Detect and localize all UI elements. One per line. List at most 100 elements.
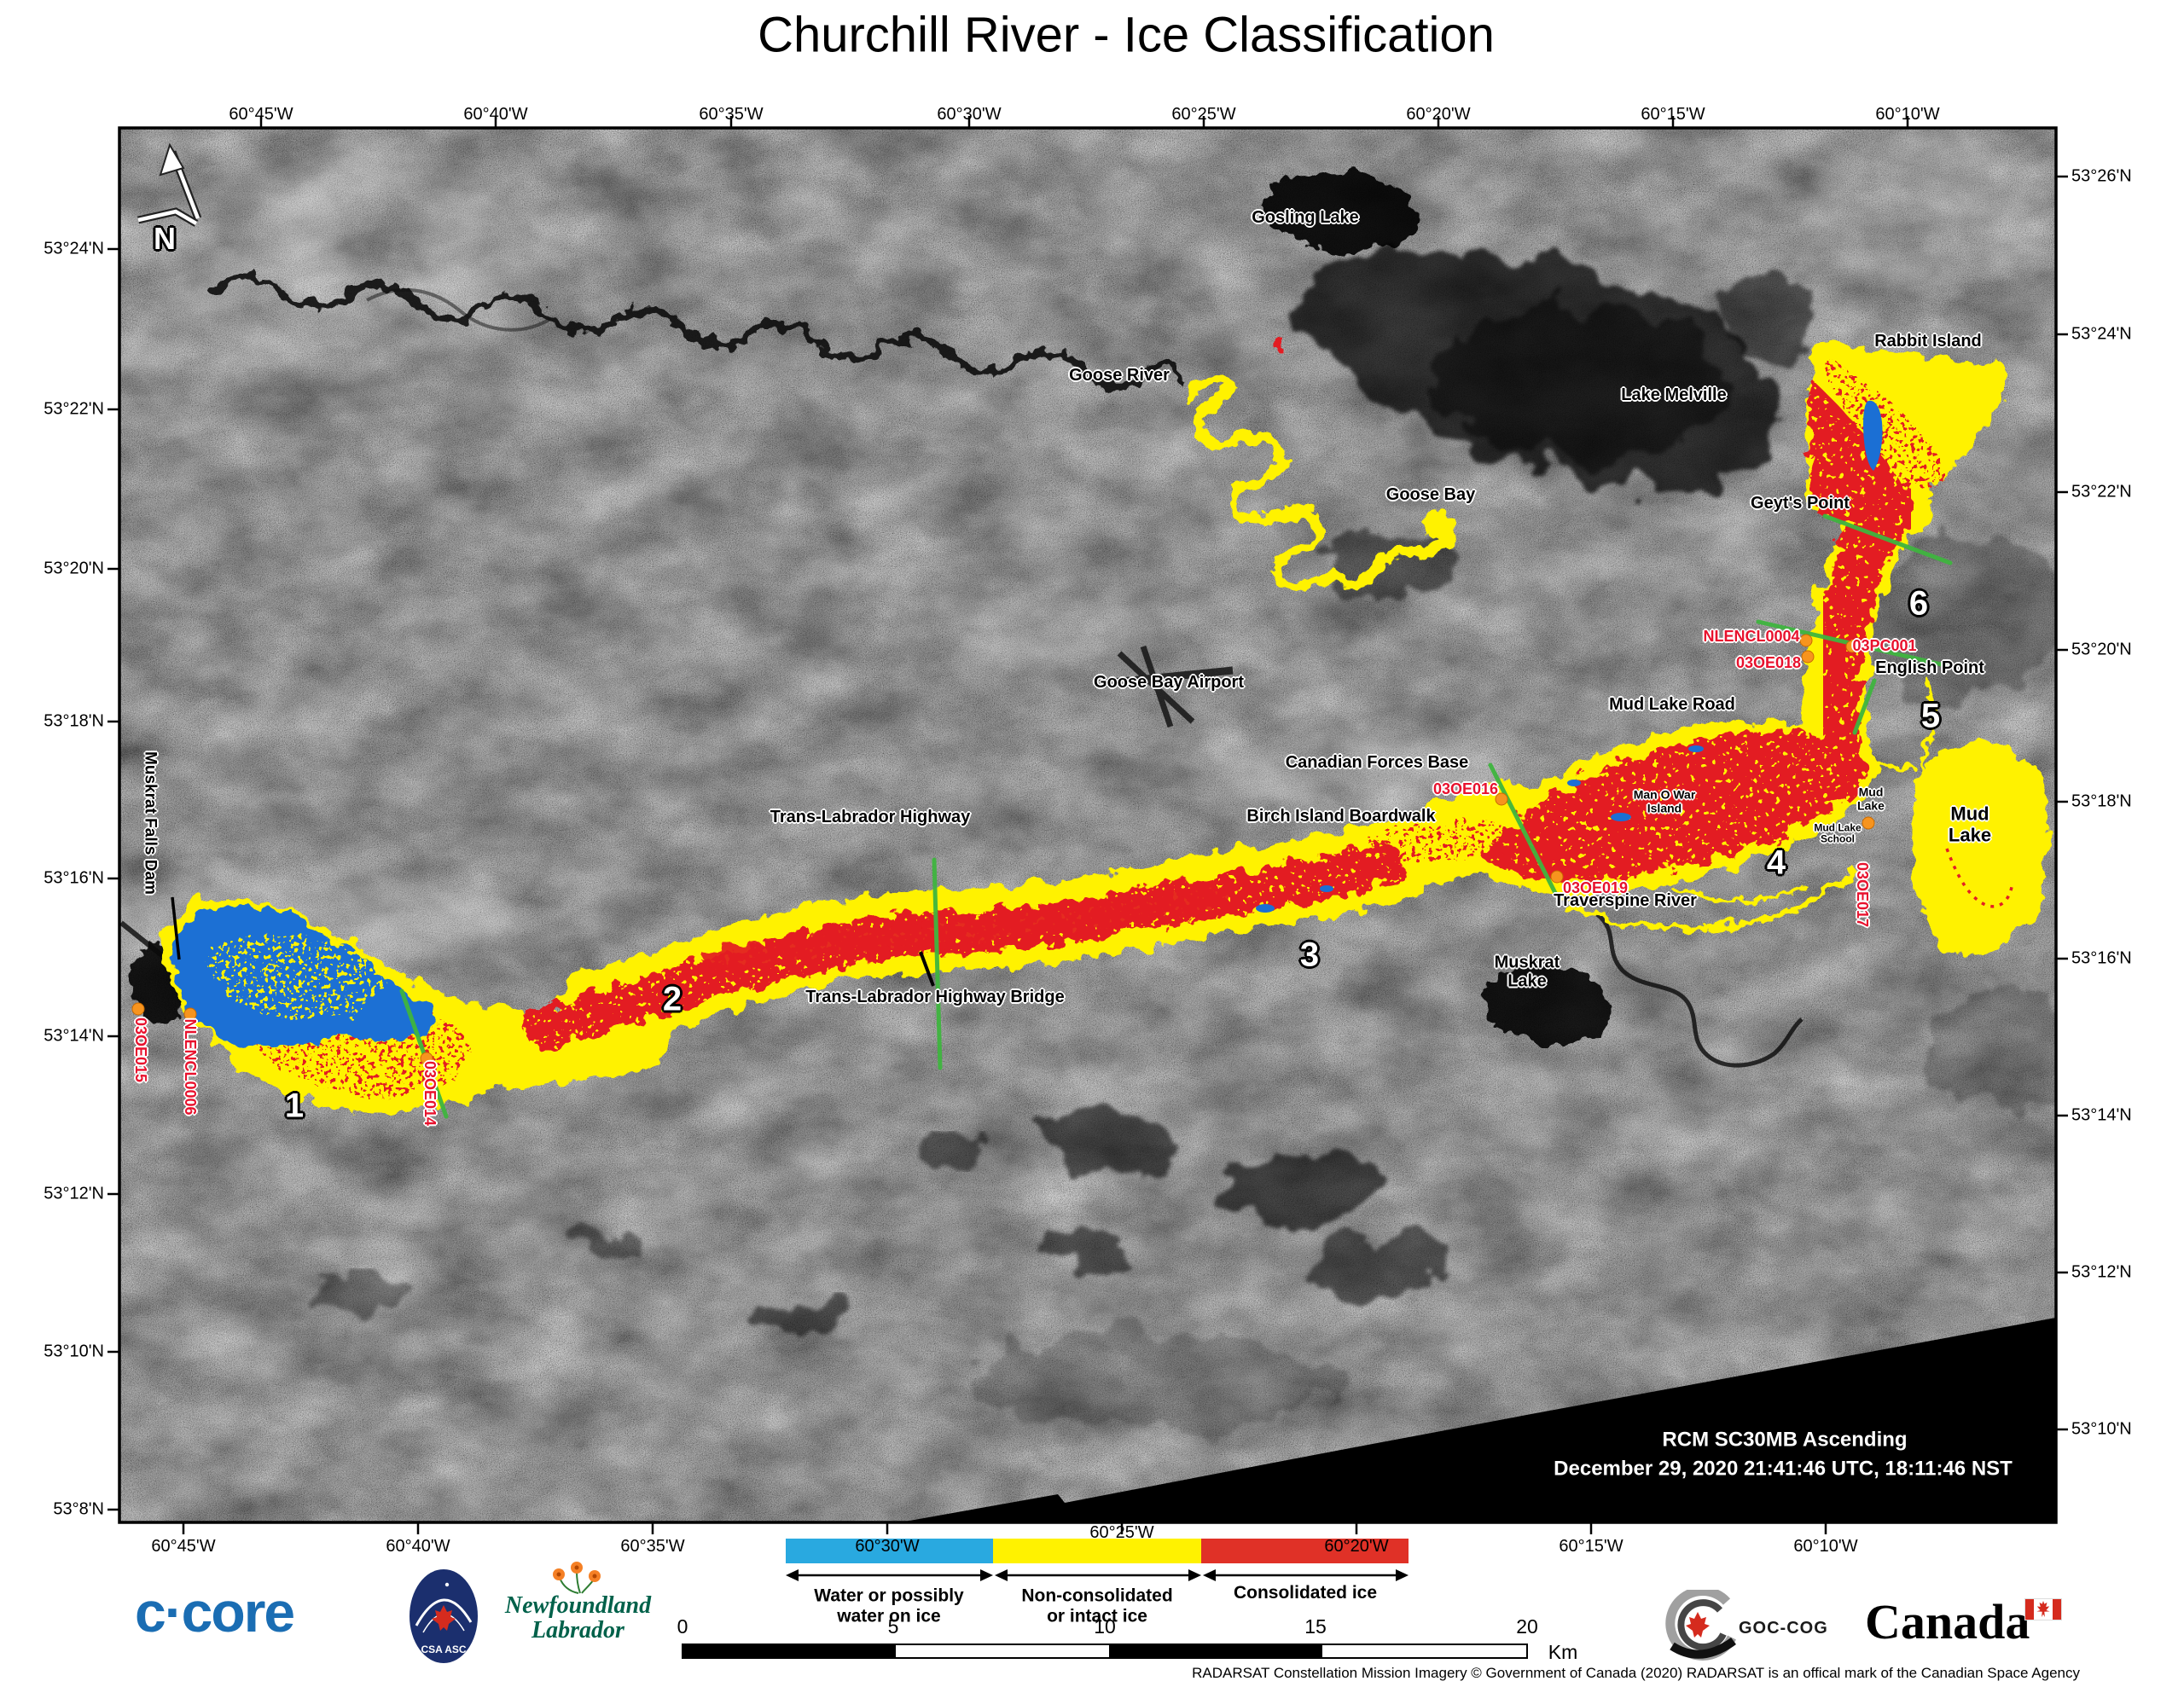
- axis-label-bottom-6: 60°15'W: [1559, 1537, 1623, 1556]
- axis-label-right-1: 53°24'N: [2071, 324, 2132, 344]
- axis-label-right-7: 53°12'N: [2071, 1262, 2132, 1282]
- no-data-wedge: [904, 1318, 2055, 1522]
- map-label-lake-melville: Lake Melville: [1621, 385, 1727, 404]
- section-number-6: 6: [1908, 584, 1929, 623]
- station-label-NLENCL0006: NLENCL0006: [182, 1018, 200, 1116]
- csa-logo: CSA ASC: [410, 1569, 478, 1663]
- axis-label-top-5: 60°20'W: [1406, 105, 1471, 124]
- scalebar-unit: Km: [1548, 1641, 1578, 1664]
- map-label-muskrat-lake: Muskrat Lake: [1494, 953, 1560, 991]
- axis-label-right-3: 53°20'N: [2071, 640, 2132, 659]
- axis-label-bottom-2: 60°35'W: [620, 1537, 685, 1556]
- legend-label-consolidated: Consolidated ice: [1233, 1583, 1378, 1603]
- map-label-mud-lake: Mud Lake: [1948, 803, 1992, 845]
- axis-label-bottom-3: 60°30'W: [855, 1537, 920, 1556]
- csa-logo-text: CSA ASC: [421, 1644, 466, 1655]
- station-label-03OE014: 03OE014: [421, 1060, 439, 1127]
- scalebar-tick-20: 20: [1516, 1615, 1538, 1638]
- axis-label-bottom-4: 60°25'W: [1089, 1523, 1154, 1542]
- canada-wordmark: Canada: [1865, 1594, 2030, 1649]
- station-label-03OE019: 03OE019: [1562, 878, 1629, 896]
- maple-leaf-icon: [1686, 1612, 1710, 1638]
- map-label-mud-lake-small: Mud Lake: [1857, 785, 1885, 812]
- axis-label-top-6: 60°15'W: [1641, 105, 1705, 124]
- station-label-03OE016: 03OE016: [1432, 780, 1499, 797]
- map-label-traverspine-river: Traverspine River: [1554, 890, 1697, 910]
- flag-bar-left: [2025, 1599, 2034, 1620]
- dam-leader-line: [171, 896, 181, 960]
- axis-ticks: [107, 116, 2068, 1534]
- ccore-logo: c·core: [135, 1580, 295, 1644]
- map-label-tlh-bridge: Trans-Labrador Highway Bridge: [805, 987, 1065, 1006]
- axis-label-right-4: 53°18'N: [2071, 791, 2132, 811]
- airport-runways: [1095, 645, 1234, 728]
- legend-label-water: Water or possibly water on ice: [814, 1586, 964, 1626]
- flag-bar-right: [2053, 1599, 2061, 1620]
- station-label-03OE017: 03OE017: [1854, 861, 1872, 928]
- scalebar-tick-10: 10: [1094, 1615, 1116, 1638]
- ice-speckle-on-water: [210, 935, 385, 1019]
- map-border: [118, 126, 2058, 1524]
- axis-label-left-4: 53°16'N: [44, 868, 104, 888]
- axis-label-right-8: 53°10'N: [2071, 1419, 2132, 1439]
- axis-label-top-0: 60°45'W: [229, 105, 293, 124]
- axis-label-top-2: 60°35'W: [699, 105, 764, 124]
- map-label-geyts-point: Geyt's Point: [1751, 493, 1850, 513]
- axis-label-right-6: 53°14'N: [2071, 1105, 2132, 1125]
- station-label-03PC001: 03PC001: [1852, 636, 1917, 654]
- legend-swatches: [786, 1539, 1409, 1581]
- maple-leaf-icon: [432, 1605, 456, 1631]
- section-number-3: 3: [1299, 936, 1320, 974]
- newfoundland-labrador-logo: Newfoundland Labrador: [504, 1592, 652, 1644]
- station-label-NLENCL0004: NLENCL0004: [1703, 627, 1800, 645]
- axis-label-bottom-5: 60°20'W: [1324, 1537, 1389, 1556]
- scalebar-tick-15: 15: [1304, 1615, 1327, 1638]
- map-label-goose-bay-airport: Goose Bay Airport: [1094, 672, 1244, 692]
- axis-label-left-5: 53°14'N: [44, 1026, 104, 1046]
- section-number-4: 4: [1766, 844, 1786, 882]
- acquisition-annotation-line1: RCM SC30MB Ascending: [1662, 1428, 1908, 1452]
- axis-label-left-3: 53°18'N: [44, 711, 104, 731]
- axis-label-right-0: 53°26'N: [2071, 166, 2132, 186]
- axis-label-right-2: 53°22'N: [2071, 482, 2132, 501]
- station-label-03OE018: 03OE018: [1735, 653, 1802, 671]
- map-label-muskrat-falls-dam: Muskrat Falls Dam: [141, 751, 160, 895]
- axis-label-right-5: 53°16'N: [2071, 948, 2132, 968]
- axis-label-bottom-0: 60°45'W: [151, 1537, 216, 1556]
- map-label-rabbit-island: Rabbit Island: [1874, 331, 1982, 351]
- section-number-2: 2: [662, 980, 682, 1018]
- scalebar-tick-5: 5: [887, 1615, 899, 1638]
- axis-label-bottom-1: 60°40'W: [386, 1537, 450, 1556]
- map-label-goose-river: Goose River: [1069, 365, 1170, 385]
- goccog-logo: [1665, 1590, 1736, 1661]
- map-label-trans-labrador-highway: Trans-Labrador Highway: [770, 807, 971, 826]
- map-label-english-point: English Point: [1875, 658, 1984, 677]
- section-number-1: 1: [284, 1087, 305, 1125]
- map-label-goose-bay: Goose Bay: [1385, 484, 1476, 504]
- north-label: N: [154, 220, 176, 256]
- goccog-logo-text: GOC-COG: [1739, 1619, 1828, 1638]
- axis-label-left-2: 53°20'N: [44, 559, 104, 578]
- axis-label-top-1: 60°40'W: [463, 105, 528, 124]
- scalebar-graphic: [682, 1644, 1528, 1659]
- station-label-03OE015: 03OE015: [132, 1017, 150, 1083]
- axis-label-left-8: 53°8'N: [53, 1499, 104, 1519]
- axis-label-left-7: 53°10'N: [44, 1342, 104, 1361]
- map-label-man-o-war-island: Man O War Island: [1633, 787, 1696, 815]
- map-label-birch-island-boardwalk: Birch Island Boardwalk: [1246, 806, 1436, 826]
- legend-label-nonconsolidated: Non-consolidated or intact ice: [1021, 1586, 1173, 1626]
- map-label-mud-lake-school: Mud Lake School: [1814, 821, 1862, 845]
- axis-label-top-3: 60°30'W: [937, 105, 1002, 124]
- bridge-mark: [919, 951, 935, 987]
- map-label-gosling-lake: Gosling Lake: [1252, 207, 1359, 227]
- section-number-5: 5: [1920, 697, 1941, 735]
- scalebar-tick-0: 0: [677, 1615, 688, 1638]
- axis-label-bottom-7: 60°10'W: [1793, 1537, 1858, 1556]
- page-title: Churchill River - Ice Classification: [758, 7, 1495, 63]
- canada-flag-icon: [2024, 1598, 2062, 1620]
- copyright-text: RADARSAT Constellation Mission Imagery ©…: [1192, 1665, 2080, 1681]
- nl-flower-icon: [553, 1562, 601, 1594]
- axis-label-top-7: 60°10'W: [1875, 105, 1940, 124]
- maple-leaf-icon: [2036, 1601, 2050, 1617]
